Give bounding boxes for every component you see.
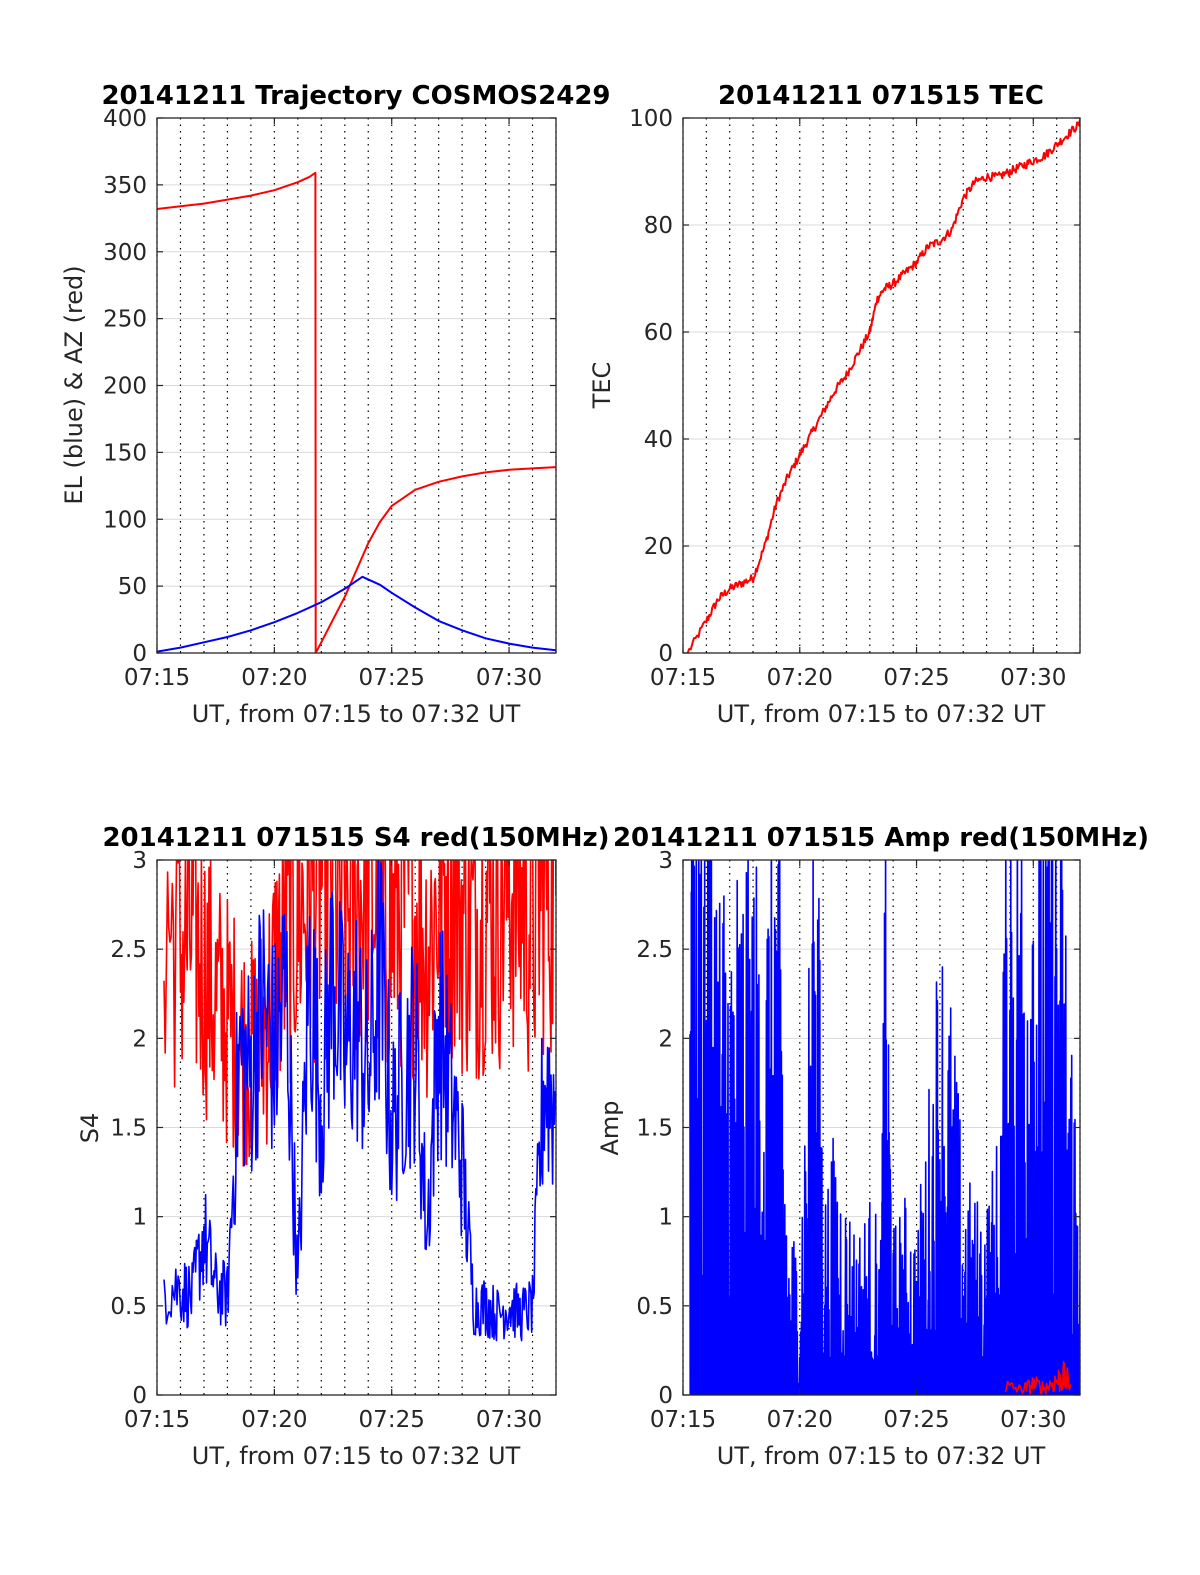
y-tick-label: 1 (658, 1205, 673, 1231)
series-group (157, 171, 556, 653)
series-line (163, 860, 556, 1167)
y-tick-label: 1.5 (110, 1116, 147, 1142)
chart-title: 20141211 071515 TEC (718, 81, 1044, 111)
y-tick-label: 0 (658, 641, 673, 667)
y-axis-label: TEC (588, 362, 616, 410)
y-tick-label: 350 (103, 173, 147, 199)
x-tick-label: 07:30 (476, 1407, 542, 1433)
x-axis-label: UT, from 07:15 to 07:32 UT (717, 700, 1046, 728)
x-tick-label: 07:25 (883, 1407, 949, 1433)
chart-title: 20141211 071515 Amp red(150MHz) (613, 823, 1149, 853)
x-tick-label: 07:25 (883, 665, 949, 691)
x-tick-label: 07:15 (124, 665, 190, 691)
trajectory-plot: 20141211 Trajectory COSMOS2429 UT, from … (60, 81, 611, 728)
y-axis-label: S4 (76, 1113, 104, 1144)
axes-box (682, 117, 1081, 654)
y-tick-label: 2.5 (636, 937, 673, 963)
series-line (1004, 1360, 1072, 1395)
x-tick-label: 07:15 (124, 1407, 190, 1433)
series-line (686, 119, 1080, 653)
chart-title: 20141211 071515 S4 red(150MHz) (102, 823, 609, 853)
x-tick-label: 07:30 (476, 665, 542, 691)
y-tick-label: 200 (103, 374, 147, 400)
x-tick-label: 07:20 (767, 665, 833, 691)
y-tick-label: 0 (132, 1383, 147, 1409)
x-tick-label: 07:30 (1000, 1407, 1066, 1433)
series-line (163, 860, 556, 1342)
chart-title: 20141211 Trajectory COSMOS2429 (101, 81, 610, 111)
y-tick-label: 0.5 (110, 1294, 147, 1320)
y-tick-label: 1 (132, 1205, 147, 1231)
y-tick-label: 60 (644, 320, 673, 346)
x-tick-label: 07:15 (650, 1407, 716, 1433)
y-tick-label: 250 (103, 307, 147, 333)
y-tick-label: 50 (118, 574, 147, 600)
y-tick-label: 100 (629, 106, 673, 132)
x-tick-label: 07:20 (767, 1407, 833, 1433)
y-tick-label: 1.5 (636, 1116, 673, 1142)
x-tick-label: 07:25 (359, 1407, 425, 1433)
y-tick-label: 400 (103, 106, 147, 132)
y-tick-label: 0 (132, 641, 147, 667)
series-group (689, 860, 1080, 1395)
y-tick-label: 150 (103, 440, 147, 466)
x-tick-label: 07:20 (241, 1407, 307, 1433)
y-tick-label: 20 (644, 534, 673, 560)
tec-plot: 20141211 071515 TEC UT, from 07:15 to 07… (588, 81, 1081, 728)
x-axis-label: UT, from 07:15 to 07:32 UT (717, 1442, 1046, 1470)
y-tick-label: 0 (658, 1383, 673, 1409)
y-tick-label: 3 (658, 848, 673, 874)
s4-plot: 20141211 071515 S4 red(150MHz) UT, from … (76, 823, 610, 1470)
series-group (686, 119, 1080, 653)
x-axis-label: UT, from 07:15 to 07:32 UT (192, 1442, 521, 1470)
y-axis-label: Amp (596, 1100, 624, 1155)
x-tick-label: 07:20 (241, 665, 307, 691)
y-tick-label: 2 (658, 1026, 673, 1052)
series-group (163, 860, 556, 1342)
y-tick-label: 300 (103, 240, 147, 266)
x-tick-label: 07:30 (1000, 665, 1066, 691)
x-tick-label: 07:15 (650, 665, 716, 691)
amp-plot: 20141211 071515 Amp red(150MHz) UT, from… (596, 823, 1149, 1470)
y-tick-label: 40 (644, 427, 673, 453)
y-tick-label: 2 (132, 1026, 147, 1052)
series-line (689, 860, 1080, 1395)
x-axis-label: UT, from 07:15 to 07:32 UT (192, 700, 521, 728)
y-tick-label: 80 (644, 213, 673, 239)
y-axis-label: EL (blue) & AZ (red) (60, 265, 88, 504)
series-line (157, 171, 556, 653)
series-line (157, 575, 556, 653)
y-tick-label: 2.5 (110, 937, 147, 963)
y-tick-label: 3 (132, 848, 147, 874)
x-tick-label: 07:25 (359, 665, 425, 691)
y-tick-label: 100 (103, 507, 147, 533)
y-tick-label: 0.5 (636, 1294, 673, 1320)
